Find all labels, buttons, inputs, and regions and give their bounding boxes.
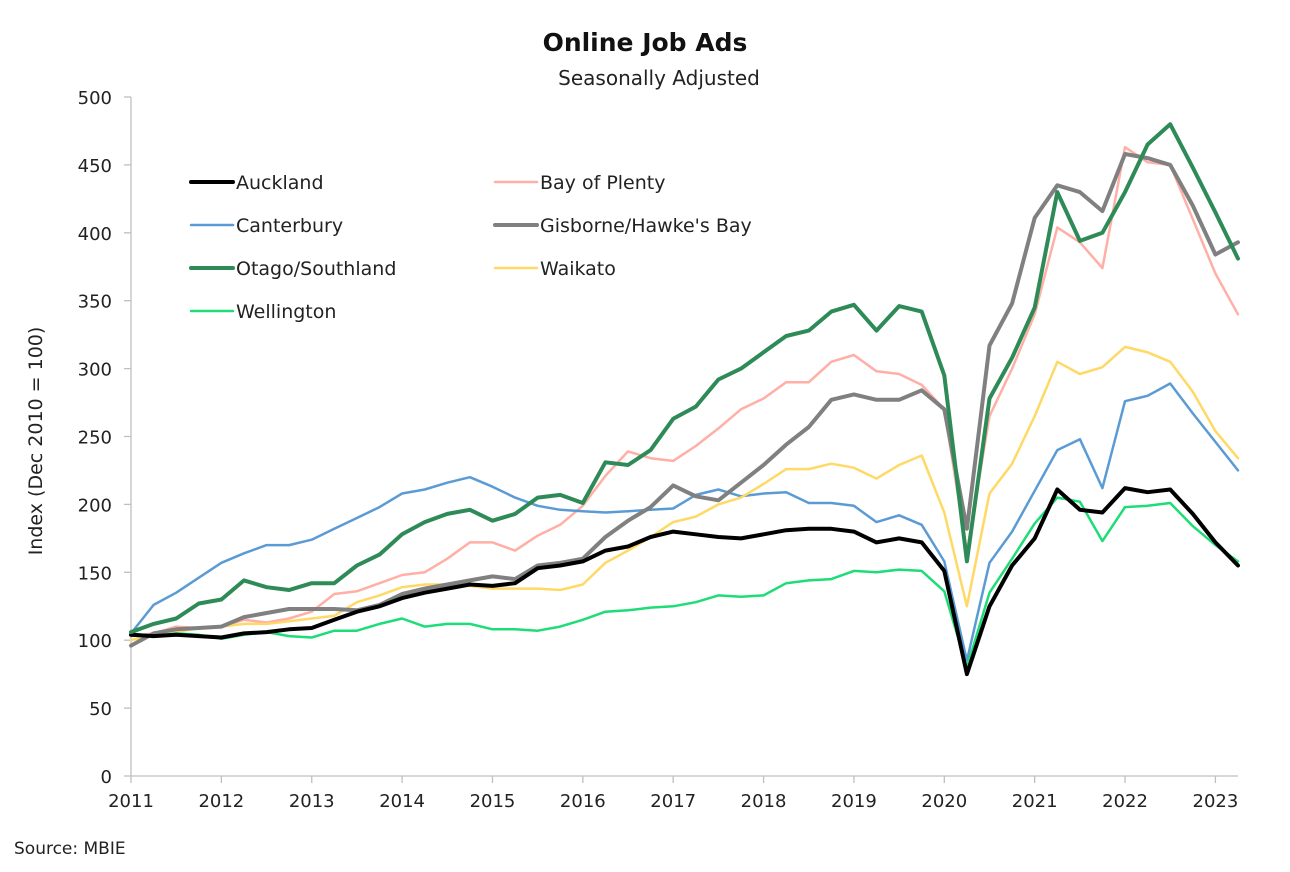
y-tick-label: 300 bbox=[78, 360, 112, 381]
y-tick-label: 450 bbox=[78, 156, 112, 177]
series-line-auckland bbox=[129, 486, 1240, 677]
x-tick-label: 2016 bbox=[560, 791, 606, 812]
legend-label: Auckland bbox=[236, 172, 324, 194]
x-tick-label: 2012 bbox=[198, 791, 244, 812]
x-tick-label: 2011 bbox=[108, 791, 154, 812]
legend-label: Bay of Plenty bbox=[540, 172, 665, 194]
legend-item: Otago/Southland bbox=[189, 258, 396, 280]
y-tick-label: 500 bbox=[78, 88, 112, 109]
y-tick-label: 0 bbox=[101, 767, 112, 788]
legend-label: Wellington bbox=[236, 301, 336, 323]
x-tick-label: 2022 bbox=[1102, 791, 1148, 812]
legend-item: Auckland bbox=[189, 172, 324, 194]
y-tick-label: 100 bbox=[78, 631, 112, 652]
chart-title: Online Job Ads bbox=[542, 28, 748, 57]
series-line-wellington bbox=[129, 496, 1240, 669]
x-tick-label: 2023 bbox=[1193, 791, 1239, 812]
y-tick-label: 250 bbox=[78, 428, 112, 449]
x-tick-label: 2017 bbox=[650, 791, 696, 812]
series-line-otago-southland bbox=[129, 122, 1240, 635]
x-tick-label: 2015 bbox=[470, 791, 516, 812]
x-tick-label: 2013 bbox=[289, 791, 335, 812]
legend: Auckland Bay of Plenty Canterbury Gisborne/… bbox=[189, 172, 752, 323]
series-line-canterbury bbox=[129, 382, 1240, 662]
series-lines bbox=[129, 122, 1240, 677]
legend-label: Otago/Southland bbox=[236, 258, 396, 280]
legend-item: Bay of Plenty bbox=[493, 172, 665, 194]
legend-label: Waikato bbox=[540, 258, 616, 280]
x-tick-label: 2019 bbox=[831, 791, 877, 812]
series-line-gisborne-hawke-s-bay bbox=[129, 152, 1240, 648]
x-tick-label: 2020 bbox=[921, 791, 967, 812]
y-tick-label: 200 bbox=[78, 495, 112, 516]
series-line-waikato bbox=[129, 345, 1240, 642]
legend-item: Waikato bbox=[493, 258, 616, 280]
axes: 0 50 100 150 200 250 300 350 400 450 500 2011 2012 20… bbox=[78, 88, 1239, 812]
y-tick-label: 400 bbox=[78, 224, 112, 245]
legend-label: Gisborne/Hawke's Bay bbox=[540, 215, 752, 237]
chart-subtitle: Seasonally Adjusted bbox=[558, 66, 760, 90]
legend-label: Canterbury bbox=[236, 215, 343, 237]
legend-item: Gisborne/Hawke's Bay bbox=[493, 215, 752, 237]
y-tick-label: 350 bbox=[78, 292, 112, 313]
legend-item: Canterbury bbox=[189, 215, 343, 237]
source-note: Source: MBIE bbox=[14, 839, 126, 859]
y-tick-label: 150 bbox=[78, 563, 112, 584]
x-tick-label: 2021 bbox=[1012, 791, 1058, 812]
legend-item: Wellington bbox=[189, 301, 336, 323]
x-tick-label: 2014 bbox=[379, 791, 425, 812]
x-tick-label: 2018 bbox=[741, 791, 787, 812]
y-tick-label: 50 bbox=[89, 699, 112, 720]
